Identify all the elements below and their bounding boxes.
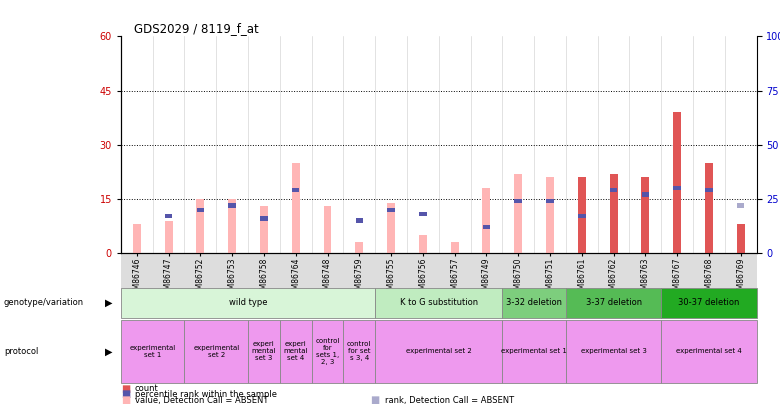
Bar [324, 206, 332, 253]
Bar [356, 242, 363, 253]
Text: protocol: protocol [4, 347, 38, 356]
Bar [260, 206, 268, 253]
Bar [387, 202, 395, 253]
Text: experimental set 2: experimental set 2 [406, 348, 472, 354]
Bar [515, 199, 522, 203]
Bar [483, 188, 491, 253]
Bar [165, 214, 172, 218]
Bar [737, 224, 745, 253]
Text: experimental set 4: experimental set 4 [676, 348, 742, 354]
Text: ■: ■ [121, 395, 130, 405]
Bar [292, 163, 300, 253]
Bar [197, 199, 204, 253]
Bar [229, 203, 236, 208]
Text: value, Detection Call = ABSENT: value, Detection Call = ABSENT [135, 396, 268, 405]
Text: ▶: ▶ [105, 298, 113, 308]
Bar [197, 208, 204, 212]
Bar [419, 212, 427, 216]
Text: rank, Detection Call = ABSENT: rank, Detection Call = ABSENT [385, 396, 514, 405]
Bar [578, 214, 586, 218]
Text: ■: ■ [121, 390, 130, 399]
Bar [388, 208, 395, 212]
Text: K to G substitution: K to G substitution [399, 298, 478, 307]
Bar [546, 177, 554, 253]
Text: experi
mental
set 4: experi mental set 4 [283, 341, 308, 361]
Bar [673, 112, 681, 253]
Text: count: count [135, 384, 158, 393]
Bar [642, 192, 649, 197]
Bar [133, 224, 140, 253]
Text: experimental set 3: experimental set 3 [580, 348, 647, 354]
Text: GDS2029 / 8119_f_at: GDS2029 / 8119_f_at [133, 22, 258, 35]
Bar [292, 188, 300, 192]
Text: control
for set
s 3, 4: control for set s 3, 4 [347, 341, 371, 361]
Text: experi
mental
set 3: experi mental set 3 [252, 341, 276, 361]
Bar [578, 177, 586, 253]
Bar [705, 188, 713, 192]
Text: ■: ■ [121, 384, 130, 394]
Bar [165, 221, 172, 253]
Text: experimental
set 2: experimental set 2 [193, 345, 239, 358]
Text: ■: ■ [370, 395, 380, 405]
Text: 30-37 deletion: 30-37 deletion [679, 298, 739, 307]
Text: ▶: ▶ [105, 346, 113, 356]
Bar [610, 174, 618, 253]
Bar [641, 177, 649, 253]
Text: control
for
sets 1,
2, 3: control for sets 1, 2, 3 [315, 338, 339, 365]
Bar [737, 203, 744, 208]
Bar [514, 174, 522, 253]
Bar [610, 188, 617, 192]
Text: 3-37 deletion: 3-37 deletion [586, 298, 642, 307]
Bar [673, 186, 681, 190]
Text: experimental
set 1: experimental set 1 [129, 345, 176, 358]
Bar [546, 199, 554, 203]
Bar [261, 216, 268, 221]
Bar [356, 218, 363, 223]
Bar [229, 199, 236, 253]
Text: 3-32 deletion: 3-32 deletion [506, 298, 562, 307]
Text: genotype/variation: genotype/variation [4, 298, 84, 307]
Bar [705, 163, 713, 253]
Text: percentile rank within the sample: percentile rank within the sample [135, 390, 277, 399]
Text: experimental set 1: experimental set 1 [502, 348, 567, 354]
Bar [419, 235, 427, 253]
Bar [483, 225, 490, 229]
Text: wild type: wild type [229, 298, 268, 307]
Bar [451, 242, 459, 253]
